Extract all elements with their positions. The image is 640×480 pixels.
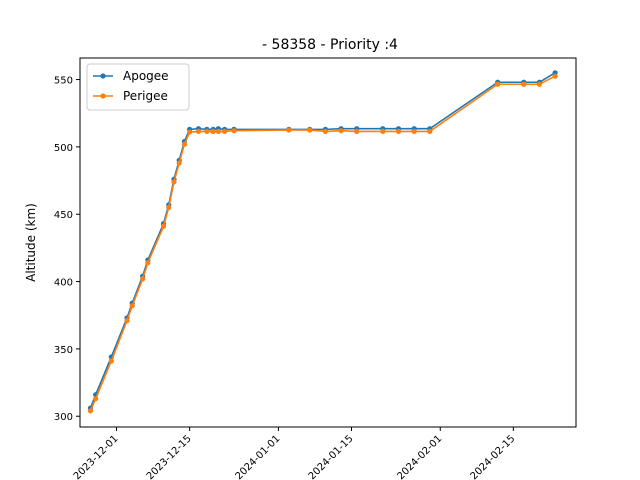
perigee-point bbox=[215, 128, 221, 134]
apogee-line bbox=[89, 72, 556, 409]
perigee-point bbox=[411, 128, 417, 134]
perigee-point bbox=[171, 179, 177, 185]
y-axis: 300 350 400 450 500 550 bbox=[54, 76, 80, 423]
legend-marker-perigee bbox=[100, 93, 106, 99]
perigee-point bbox=[536, 81, 543, 87]
perigee-point bbox=[210, 128, 216, 134]
perigee-point bbox=[108, 358, 114, 364]
perigee-point bbox=[93, 396, 99, 402]
perigee-point bbox=[427, 128, 433, 134]
perigee-line bbox=[89, 75, 556, 412]
legend-item-perigee: Perigee bbox=[93, 89, 168, 103]
y-tick-label: 500 bbox=[54, 143, 73, 154]
perigee-point bbox=[395, 128, 402, 134]
perigee-point bbox=[145, 260, 151, 266]
y-tick-label: 300 bbox=[54, 412, 73, 423]
perigee-point bbox=[187, 129, 193, 135]
perigee-point bbox=[176, 160, 182, 166]
perigee-point bbox=[195, 128, 202, 134]
plot-area bbox=[87, 70, 558, 414]
y-tick-label: 550 bbox=[54, 76, 73, 87]
axes-frame bbox=[79, 57, 577, 428]
perigee-point bbox=[231, 128, 237, 134]
legend-item-apogee: Apogee bbox=[93, 69, 169, 83]
perigee-point bbox=[338, 128, 344, 134]
perigee-point bbox=[129, 303, 135, 309]
perigee-point bbox=[124, 318, 130, 324]
perigee-point bbox=[380, 128, 386, 134]
perigee-point bbox=[322, 128, 328, 134]
y-tick-label: 400 bbox=[54, 278, 73, 289]
perigee-point bbox=[166, 204, 172, 211]
legend: Apogee Perigee bbox=[86, 63, 190, 111]
y-tick-label: 450 bbox=[54, 210, 73, 221]
perigee-point bbox=[181, 141, 188, 147]
perigee-point bbox=[140, 276, 146, 282]
perigee-point bbox=[495, 81, 501, 87]
perigee-point bbox=[222, 128, 228, 134]
perigee-point bbox=[521, 81, 527, 87]
y-tick-label: 350 bbox=[54, 345, 73, 356]
perigee-point bbox=[354, 128, 360, 134]
y-axis-label: Altitude (km) bbox=[24, 203, 38, 282]
perigee-point bbox=[552, 73, 558, 79]
perigee-point bbox=[286, 127, 292, 133]
chart-title: - 58358 - Priority :4 bbox=[262, 37, 398, 53]
perigee-series bbox=[87, 73, 558, 414]
perigee-point bbox=[204, 128, 210, 134]
perigee-point bbox=[87, 408, 94, 414]
perigee-point bbox=[307, 127, 313, 133]
legend-label-apogee: Apogee bbox=[123, 69, 169, 83]
perigee-point bbox=[160, 223, 167, 229]
legend-label-perigee: Perigee bbox=[123, 89, 168, 103]
legend-marker-apogee bbox=[100, 73, 106, 79]
